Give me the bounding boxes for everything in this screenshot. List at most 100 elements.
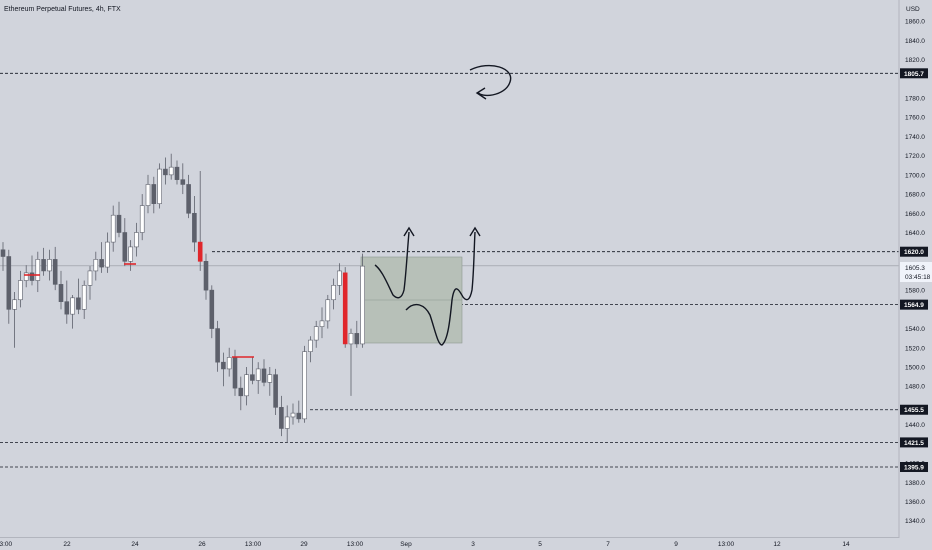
loop-icon bbox=[469, 64, 512, 97]
candle[interactable] bbox=[238, 387, 244, 397]
candle[interactable] bbox=[331, 285, 336, 301]
candle[interactable] bbox=[151, 184, 157, 204]
candle[interactable] bbox=[354, 333, 360, 345]
level-tag bbox=[900, 246, 928, 257]
candle[interactable] bbox=[192, 212, 197, 243]
candle[interactable] bbox=[76, 297, 81, 310]
time-tick-label: 3 bbox=[471, 541, 475, 548]
time-tick-label: 9 bbox=[674, 541, 678, 548]
candle[interactable] bbox=[99, 259, 104, 268]
candle[interactable] bbox=[325, 299, 331, 322]
time-tick-label: 7 bbox=[606, 541, 610, 548]
candle[interactable] bbox=[6, 256, 12, 310]
candle[interactable] bbox=[105, 241, 110, 268]
candle[interactable] bbox=[139, 205, 145, 233]
candle[interactable] bbox=[186, 184, 191, 214]
candle[interactable] bbox=[35, 259, 41, 281]
price-tick-label: 1580.0 bbox=[905, 288, 925, 295]
level-tag bbox=[900, 437, 928, 448]
level-tag bbox=[900, 68, 928, 79]
candle[interactable] bbox=[342, 272, 348, 345]
level-tag-label: 1564.9 bbox=[904, 302, 924, 309]
candle[interactable] bbox=[12, 299, 17, 310]
candle[interactable] bbox=[145, 184, 151, 206]
candle[interactable] bbox=[116, 214, 122, 233]
arrow-head-icon bbox=[475, 87, 487, 100]
time-tick-label: 26 bbox=[198, 541, 206, 548]
chart-title: Ethereum Perpetual Futures, 4h, FTX bbox=[4, 6, 121, 13]
level-tag-label: 1620.0 bbox=[904, 249, 924, 256]
candle[interactable] bbox=[128, 246, 133, 262]
price-tick-label: 1720.0 bbox=[905, 153, 925, 160]
candle[interactable] bbox=[81, 285, 87, 310]
candle[interactable] bbox=[267, 374, 273, 383]
candle[interactable] bbox=[163, 168, 168, 176]
price-tick-label: 1640.0 bbox=[905, 230, 925, 237]
arrow-head-icon bbox=[403, 226, 415, 237]
candle[interactable] bbox=[360, 265, 365, 345]
candle[interactable] bbox=[47, 259, 52, 272]
level-tag bbox=[900, 462, 928, 473]
candle[interactable] bbox=[302, 351, 307, 420]
candle[interactable] bbox=[18, 280, 23, 301]
candle[interactable] bbox=[232, 357, 238, 389]
time-tick-label: 14 bbox=[842, 541, 850, 548]
candle[interactable] bbox=[279, 407, 284, 429]
candle[interactable] bbox=[221, 361, 226, 370]
candle[interactable] bbox=[308, 339, 313, 352]
candle[interactable] bbox=[273, 374, 278, 408]
candle[interactable] bbox=[58, 284, 64, 302]
candle[interactable] bbox=[52, 259, 58, 285]
candle[interactable] bbox=[203, 261, 209, 291]
candle[interactable] bbox=[284, 416, 290, 429]
level-tag-label: 1805.7 bbox=[904, 71, 924, 78]
candle[interactable] bbox=[93, 259, 99, 272]
candle[interactable] bbox=[290, 412, 296, 418]
candle[interactable] bbox=[29, 272, 35, 281]
candle[interactable] bbox=[168, 166, 174, 176]
candle[interactable] bbox=[110, 214, 116, 243]
candle[interactable] bbox=[337, 270, 342, 286]
candle[interactable] bbox=[64, 301, 70, 315]
candle[interactable] bbox=[41, 259, 46, 272]
candle[interactable] bbox=[0, 249, 6, 257]
projection-path-up bbox=[374, 231, 410, 299]
candle[interactable] bbox=[180, 179, 186, 185]
last-price-tag: 1605.3 03:45:18 bbox=[900, 262, 932, 282]
price-tick-label: 1520.0 bbox=[905, 345, 925, 352]
candle[interactable] bbox=[250, 374, 255, 381]
candle[interactable] bbox=[122, 232, 128, 262]
level-tag-label: 1421.5 bbox=[904, 440, 924, 447]
candle[interactable] bbox=[319, 320, 325, 327]
level-tag bbox=[900, 299, 928, 310]
candle[interactable] bbox=[87, 270, 93, 286]
candle[interactable] bbox=[313, 326, 319, 341]
time-tick-label: 5 bbox=[538, 541, 542, 548]
candle[interactable] bbox=[226, 357, 232, 370]
candle[interactable] bbox=[70, 297, 75, 315]
axis-unit-label: USD bbox=[906, 6, 920, 13]
candle[interactable] bbox=[296, 412, 302, 420]
candle[interactable] bbox=[348, 333, 354, 345]
candle[interactable] bbox=[209, 289, 215, 329]
candle[interactable] bbox=[244, 374, 249, 397]
price-tick-label: 1360.0 bbox=[905, 499, 925, 506]
candle[interactable] bbox=[174, 166, 180, 180]
price-tick-label: 1480.0 bbox=[905, 384, 925, 391]
candle[interactable] bbox=[255, 368, 261, 381]
price-tick-label: 1760.0 bbox=[905, 115, 925, 122]
price-axis[interactable]: USD 1860.0 1840.0 1820.0 1780.0 1760.0 1740.0… bbox=[898, 0, 932, 550]
price-tick-label: 1680.0 bbox=[905, 192, 925, 199]
candle[interactable] bbox=[197, 241, 203, 262]
candle[interactable] bbox=[157, 168, 162, 204]
candle[interactable] bbox=[23, 272, 29, 281]
candle[interactable] bbox=[261, 368, 267, 383]
candle[interactable] bbox=[215, 328, 220, 363]
candles bbox=[0, 153, 365, 443]
projection-zone bbox=[360, 256, 463, 344]
time-axis[interactable]: 13:00 22 24 26 13:00 29 13:00 Sep 3 5 7 9 13:00 12 14 bbox=[0, 537, 932, 550]
red-marks bbox=[24, 263, 254, 358]
candle[interactable] bbox=[134, 232, 139, 248]
